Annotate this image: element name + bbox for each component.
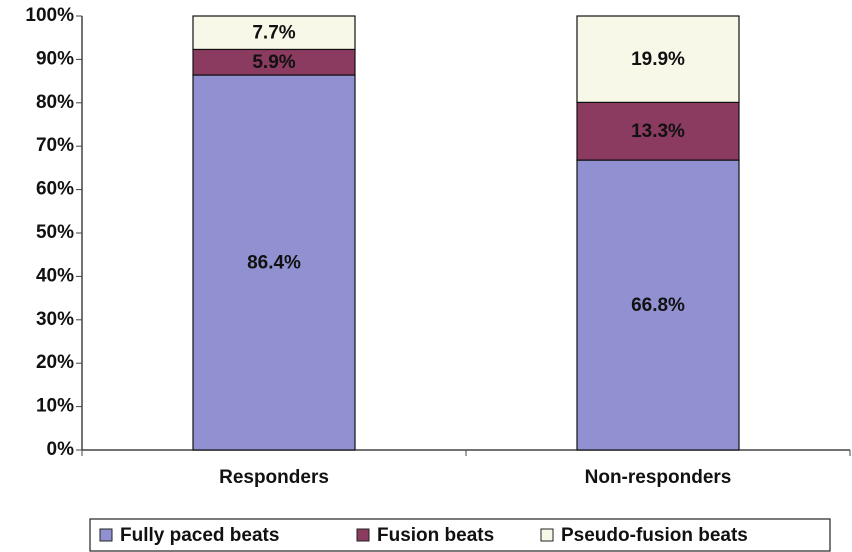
value-label: 66.8%: [631, 295, 685, 316]
legend-swatch: [99, 528, 113, 542]
y-tick-label: 100%: [25, 5, 74, 26]
y-tick-label: 60%: [36, 179, 74, 200]
y-tick-label: 50%: [36, 222, 74, 243]
legend-swatch: [356, 528, 370, 542]
bar-segment: [192, 74, 356, 451]
value-label: 86.4%: [247, 253, 301, 274]
x-tick-label: Non-responders: [585, 467, 732, 488]
legend-swatch: [540, 528, 554, 542]
y-tick-label: 20%: [36, 352, 74, 373]
y-tick-label: 90%: [36, 48, 74, 69]
bar-segment: [576, 159, 740, 451]
bar-segment: [576, 15, 740, 103]
legend-box: [89, 518, 831, 552]
y-tick-label: 40%: [36, 265, 74, 286]
y-tick-label: 10%: [36, 396, 74, 417]
value-label: 19.9%: [631, 49, 685, 70]
bar-segment: [192, 15, 356, 51]
legend-label: Fully paced beats: [120, 525, 279, 546]
value-label: 13.3%: [631, 121, 685, 142]
legend-label: Fusion beats: [377, 525, 494, 546]
value-label: 7.7%: [252, 23, 295, 44]
bar-segment: [576, 101, 740, 161]
y-tick-label: 80%: [36, 92, 74, 113]
x-tick-label: Responders: [219, 467, 329, 488]
value-label: 5.9%: [252, 52, 295, 73]
y-tick-label: 70%: [36, 135, 74, 156]
y-tick-label: 0%: [47, 439, 75, 460]
y-tick-label: 30%: [36, 309, 74, 330]
legend-label: Pseudo-fusion beats: [561, 525, 748, 546]
